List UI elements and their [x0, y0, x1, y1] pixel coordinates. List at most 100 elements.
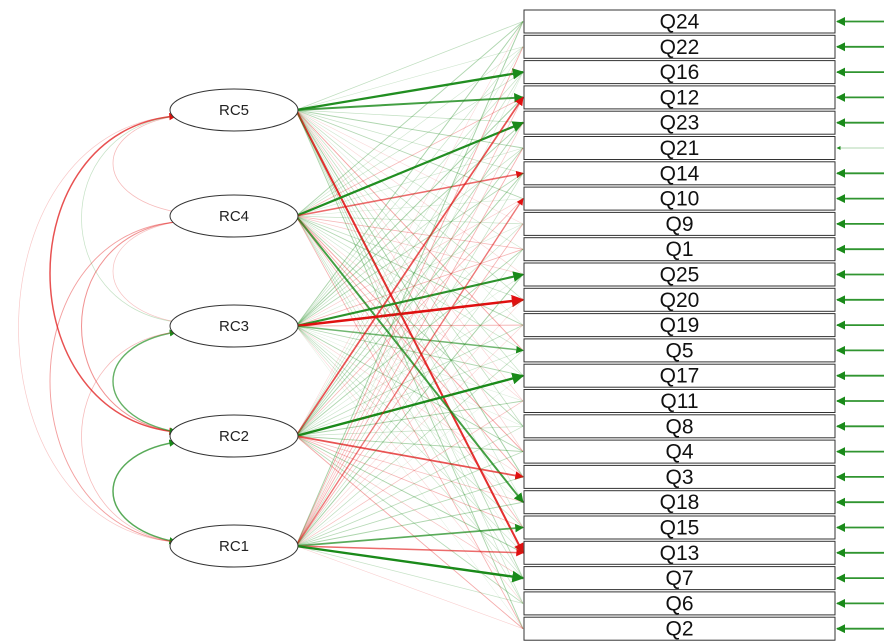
loading-rc2-q5: [295, 350, 524, 437]
loading-rc4-q14: [295, 170, 524, 217]
loading-rc4-q5: [295, 215, 524, 351]
loading-rc2-q6: [295, 435, 524, 604]
loading-rc5-q22: [295, 46, 524, 111]
item-node-q1: Q1: [523, 237, 836, 261]
loading-rc5-q12: [295, 93, 524, 111]
loading-rc3-q12: [295, 97, 524, 327]
item-label: Q19: [660, 314, 700, 337]
loading-rc2-q14: [295, 172, 524, 437]
loading-rc2-q25: [295, 274, 524, 437]
item-node-q5: Q5: [523, 338, 836, 363]
loading-rc5-q11: [295, 109, 524, 402]
loading-rc4-q6: [295, 215, 524, 604]
item-node-q4: Q4: [523, 439, 836, 464]
loading-rc3-q17: [295, 325, 524, 377]
loading-rc4-q2: [295, 215, 524, 629]
loading-rc3-q11: [295, 325, 524, 402]
loading-rc3-q6: [295, 325, 524, 604]
loading-rc5-q21: [295, 109, 524, 149]
loading-rc4-q18: [295, 215, 524, 503]
item-node-q16: Q16: [523, 60, 836, 85]
item-box: [523, 34, 836, 59]
loading-rc2-q18: [295, 435, 524, 503]
item-label: Q14: [660, 162, 700, 185]
loading-rc2-q10: [295, 198, 524, 437]
loading-rc1-q24: [295, 21, 524, 547]
loading-rc3-q24: [295, 21, 524, 327]
item-label: Q9: [665, 213, 693, 236]
covariance-rc5-rc2: [49, 112, 177, 436]
loading-rc2-q21: [295, 147, 524, 437]
loading-rc2-q17: [295, 372, 525, 438]
item-node-q10: Q10: [523, 186, 836, 211]
item-label: Q2: [665, 618, 693, 641]
loading-rc2-q20: [295, 299, 524, 437]
loading-rc1-q12: [295, 97, 524, 547]
loading-rc1-q16: [295, 71, 524, 547]
factor-ellipse: [169, 304, 299, 348]
item-box: [523, 464, 836, 489]
loading-rc1-q15: [295, 523, 524, 547]
loading-rc4-q10: [295, 198, 524, 217]
factor-ellipse: [169, 524, 299, 568]
loading-rc5-q20: [295, 109, 524, 301]
item-node-q21: Q21: [523, 136, 836, 160]
item-label: Q20: [660, 289, 700, 312]
factor-label: RC4: [219, 208, 249, 225]
item-node-q13: Q13: [523, 540, 836, 565]
loading-rc4-q9: [295, 215, 524, 225]
item-box: [523, 60, 836, 85]
loading-rc5-q7: [295, 109, 524, 579]
loading-rc5-q10: [295, 109, 524, 200]
item-box: [523, 211, 836, 236]
factor-label: RC3: [219, 318, 249, 335]
item-label: Q18: [660, 491, 700, 514]
item-box: [523, 85, 836, 110]
loading-rc3-q1: [295, 248, 524, 327]
residual-arrow-layer: [836, 17, 884, 634]
item-node-q14: Q14: [523, 161, 836, 186]
loading-rc1-q20: [295, 299, 524, 547]
loading-rc2-q11: [295, 400, 524, 437]
loading-rc4-q1: [295, 215, 524, 250]
loading-rc4-q22: [295, 46, 524, 217]
factor-label: RC5: [219, 102, 249, 119]
item-node-q23: Q23: [523, 110, 836, 135]
loading-rc4-q13: [295, 215, 524, 553]
loading-rc4-q23: [295, 121, 525, 218]
loading-rc4-q19: [295, 215, 524, 326]
factor-ellipse: [169, 88, 299, 132]
loading-rc3-q18: [295, 325, 524, 503]
factor-covariance-layer: [18, 112, 177, 545]
item-box: [523, 490, 836, 515]
item-node-q9: Q9: [523, 211, 836, 236]
item-label: Q15: [660, 517, 700, 540]
loading-rc1-q3: [295, 476, 524, 547]
loading-rc1-q23: [295, 122, 524, 547]
loading-rc4-q21: [295, 147, 524, 217]
item-label: Q3: [665, 466, 693, 489]
loading-rc2-q23: [295, 122, 524, 437]
covariance-rc5-rc3: [81, 115, 177, 323]
item-node-q7: Q7: [523, 566, 836, 591]
loading-rc2-q2: [295, 435, 524, 630]
loading-rc3-q14: [295, 172, 524, 327]
item-label: Q7: [665, 567, 693, 590]
factor-node-rc5: RC5: [169, 88, 299, 132]
covariance-rc2-rc1: [112, 439, 177, 545]
item-box: [523, 186, 836, 211]
loading-rc4-q8: [295, 215, 524, 427]
loading-rc3-q2: [295, 325, 524, 629]
covariance-rc3-rc2: [112, 329, 177, 435]
item-label: Q16: [660, 61, 700, 84]
loading-rc5-q13: [295, 109, 524, 554]
loading-rc2-q4: [295, 435, 524, 453]
loading-rc3-q15: [295, 325, 524, 528]
factor-node-rc1: RC1: [169, 524, 299, 568]
loading-rc5-q6: [295, 109, 524, 604]
item-box: [523, 287, 836, 312]
loading-rc2-q24: [295, 21, 524, 437]
loading-rc5-q16: [295, 68, 525, 112]
loading-rc5-q3: [295, 109, 524, 478]
